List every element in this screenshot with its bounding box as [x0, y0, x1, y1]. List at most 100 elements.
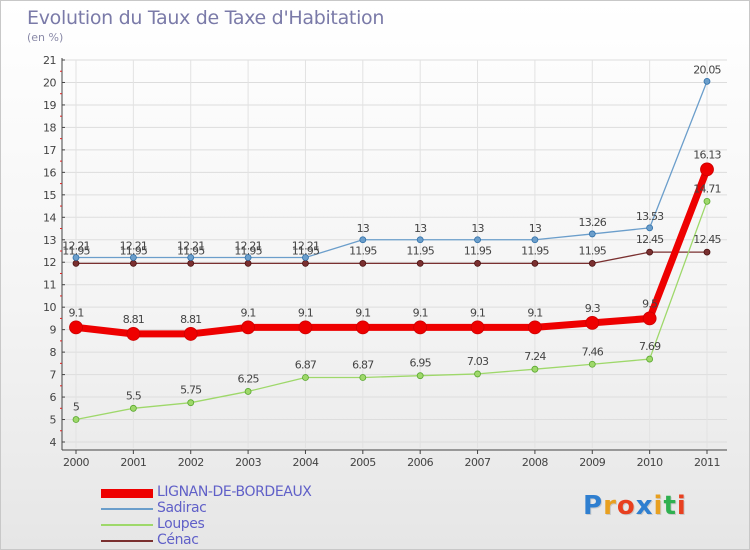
x-tick-label: 2002: [178, 456, 204, 469]
data-label: 11.95: [521, 244, 549, 257]
data-point: [416, 236, 424, 244]
data-label: 11.95: [349, 244, 377, 257]
data-point: [72, 254, 80, 261]
legend-label: Sadirac: [157, 500, 207, 516]
legend-label: Loupes: [157, 516, 205, 532]
y-tick-label: 21: [43, 54, 56, 67]
data-label: 13: [471, 222, 484, 235]
legend-label: LIGNAN-DE-BORDEAUX: [157, 484, 312, 500]
y-tick-label: 19: [43, 99, 56, 112]
data-label: 20.05: [693, 63, 721, 76]
data-label: 12.21: [120, 240, 148, 253]
data-label: 9.1: [413, 306, 428, 319]
data-point: [413, 320, 428, 335]
y-tick-label: 5: [50, 414, 57, 427]
x-tick-label: 2010: [637, 456, 663, 469]
x-tick-label: 2000: [63, 456, 89, 469]
y-tick-label: 10: [43, 301, 56, 314]
data-label: 9.1: [68, 306, 83, 319]
x-tick-label: 2007: [465, 456, 491, 469]
x-tick-label: 2008: [522, 456, 548, 469]
data-point: [646, 224, 654, 232]
data-point: [244, 259, 252, 267]
data-point: [126, 327, 141, 341]
data-label: 16.13: [693, 148, 721, 161]
data-point: [187, 254, 195, 261]
data-label: 7.24: [524, 350, 546, 363]
data-point: [703, 77, 711, 85]
chart-unit: (en %): [27, 31, 64, 44]
data-point: [703, 197, 711, 205]
data-point: [129, 404, 137, 412]
x-tick-label: 2001: [120, 456, 146, 469]
y-tick-label: 15: [43, 189, 56, 202]
data-point: [416, 372, 424, 380]
data-point: [187, 259, 195, 267]
data-label: 6.95: [410, 357, 432, 370]
data-label: 11.95: [177, 244, 205, 257]
data-label: 11.95: [234, 244, 262, 257]
data-point: [183, 327, 198, 341]
data-label: 5: [73, 401, 80, 414]
y-tick-label: 11: [43, 279, 56, 292]
data-point: [359, 236, 367, 244]
x-tick-label: 2006: [407, 456, 433, 469]
data-point: [528, 320, 542, 335]
y-tick-label: 8: [50, 346, 57, 359]
series-line-2: [75, 201, 708, 421]
legend-swatch: [101, 488, 153, 498]
data-label: 13: [414, 222, 427, 235]
data-label: 9.1: [527, 306, 542, 319]
data-label: 12.21: [177, 240, 205, 253]
data-point: [474, 236, 481, 244]
data-point: [355, 320, 370, 335]
data-label: 11.95: [579, 244, 607, 257]
data-point: [241, 320, 255, 335]
data-label: 12.21: [234, 240, 262, 253]
series-line-0: [75, 168, 711, 338]
y-tick-label: 6: [50, 391, 57, 404]
y-tick-label: 7: [50, 369, 57, 382]
data-point: [703, 248, 711, 256]
data-label: 13.53: [636, 210, 664, 223]
data-label: 6.87: [352, 359, 374, 372]
y-tick-label: 9: [50, 324, 57, 337]
y-tick-label: 20: [43, 76, 56, 89]
data-point: [244, 388, 252, 395]
data-point: [646, 355, 654, 363]
data-label: 13.26: [579, 216, 607, 229]
data-point: [302, 374, 309, 381]
data-point: [646, 248, 654, 256]
data-label: 9.1: [241, 306, 256, 319]
data-label: 12.45: [693, 233, 721, 246]
x-tick-label: 2005: [350, 456, 376, 469]
data-point: [187, 399, 195, 407]
data-label: 8.81: [123, 313, 144, 326]
legend-label: Cénac: [157, 532, 199, 548]
data-point: [470, 320, 485, 335]
data-point: [129, 259, 137, 267]
data-label: 9.5: [642, 297, 658, 310]
data-label: 5.5: [126, 389, 142, 402]
x-tick-label: 2004: [292, 456, 318, 469]
data-label: 12.45: [636, 233, 664, 246]
data-point: [244, 254, 252, 261]
data-point: [585, 316, 600, 330]
series-line-1: [76, 81, 708, 259]
x-tick-label: 2003: [235, 456, 261, 469]
data-point: [129, 254, 137, 261]
data-label: 11.95: [464, 244, 492, 257]
data-point: [474, 370, 481, 378]
data-point: [588, 259, 596, 267]
data-point: [474, 259, 481, 267]
data-label: 9.1: [355, 306, 370, 319]
data-label: 7.46: [582, 345, 604, 358]
data-label: 14.71: [693, 182, 721, 195]
data-point: [416, 259, 424, 267]
data-label: 8.81: [180, 313, 201, 326]
data-label: 9.1: [298, 306, 313, 319]
data-point: [72, 259, 80, 267]
data-point: [700, 162, 714, 177]
data-label: 13: [529, 222, 542, 235]
data-point: [302, 259, 309, 267]
